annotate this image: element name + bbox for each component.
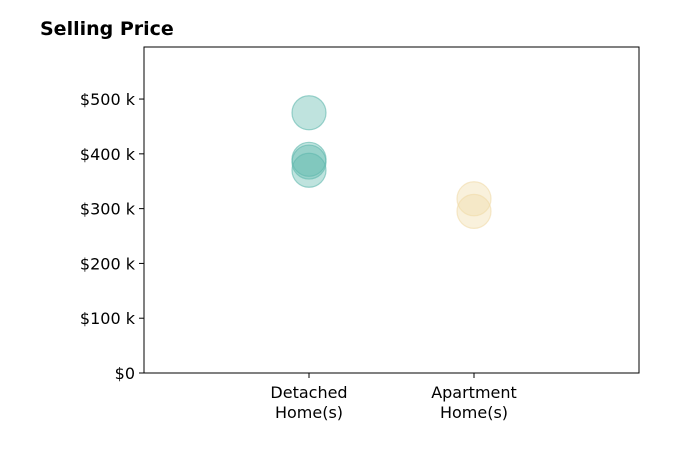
y-tick-label: $200 k (80, 254, 136, 273)
chart-title: Selling Price (40, 18, 174, 40)
plot-frame (143, 46, 640, 374)
y-tick-label: $400 k (80, 145, 136, 164)
data-point (291, 95, 327, 131)
x-tick-label: Home(s) (275, 403, 343, 422)
x-tick-label: Home(s) (440, 403, 508, 422)
x-tick-label: Apartment (431, 383, 517, 402)
y-axis-ticks: $0 $100 k $200 k $300 k $400 k $500 k (80, 90, 144, 383)
y-tick-label: $500 k (80, 90, 136, 109)
data-point (456, 193, 492, 229)
y-tick-label: $100 k (80, 309, 136, 328)
data-points (291, 95, 492, 229)
x-tick-label: Detached (270, 383, 347, 402)
axes (143, 46, 640, 374)
data-point (291, 152, 327, 188)
y-tick-label: $0 (115, 364, 135, 383)
data-point (291, 144, 327, 180)
y-tick-label: $300 k (80, 200, 136, 219)
data-point (456, 181, 492, 217)
